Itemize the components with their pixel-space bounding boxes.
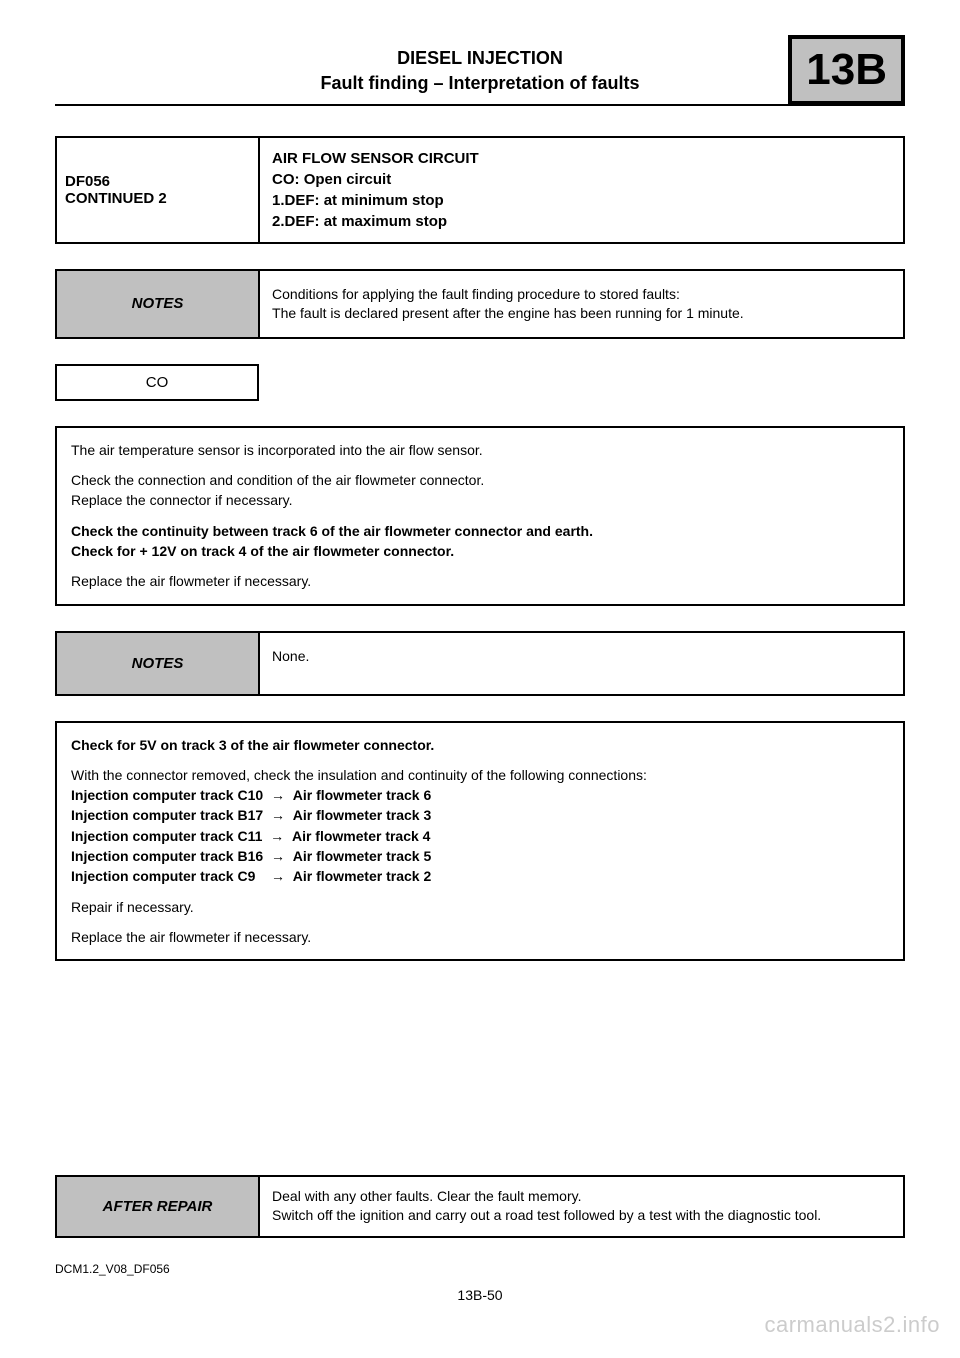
after-repair-text: Deal with any other faults. Clear the fa… — [260, 1177, 903, 1236]
conn2-right: Air flowmeter track 3 — [293, 807, 432, 823]
fault-block: DF056 CONTINUED 2 AIR FLOW SENSOR CIRCUI… — [55, 136, 905, 244]
proc2-p1-text: Check for 5V on track 3 of the air flowm… — [71, 737, 434, 753]
conn2-arrow: → — [267, 807, 293, 823]
conn4-right: Air flowmeter track 5 — [293, 848, 432, 864]
conn2-left: Injection computer track B17 — [71, 807, 263, 823]
conn3-left: Injection computer track C11 — [71, 828, 262, 844]
notes-text-1: Conditions for applying the fault findin… — [260, 271, 903, 337]
notes-block-2: NOTES None. — [55, 631, 905, 696]
header-title: DIESEL INJECTION — [55, 40, 905, 69]
notes-label-1: NOTES — [57, 271, 260, 337]
header-subtitle: Fault finding – Interpretation of faults — [55, 73, 905, 94]
proc2-p4: Replace the air flowmeter if necessary. — [71, 927, 889, 947]
conn4-arrow: → — [267, 848, 293, 864]
notes-label-2: NOTES — [57, 633, 260, 694]
fault-description: AIR FLOW SENSOR CIRCUIT CO: Open circuit… — [260, 138, 903, 242]
proc1-p2: Check the connection and condition of th… — [71, 470, 889, 511]
proc1-p4: Replace the air flowmeter if necessary. — [71, 571, 889, 591]
procedure-block-1: The air temperature sensor is incorporat… — [55, 426, 905, 606]
after-repair-block: AFTER REPAIR Deal with any other faults.… — [55, 1175, 905, 1238]
def-row: CO — [55, 364, 905, 401]
conn1-left: Injection computer track C10 — [71, 787, 263, 803]
page-header: 13B DIESEL INJECTION Fault finding – Int… — [55, 40, 905, 106]
conn5-left: Injection computer track C9 — [71, 868, 255, 884]
proc1-p3: Check the continuity between track 6 of … — [71, 521, 889, 562]
fault-code-line2: CONTINUED 2 — [65, 190, 250, 207]
proc2-connections: With the connector removed, check the in… — [71, 765, 889, 887]
notes-block-1: NOTES Conditions for applying the fault … — [55, 269, 905, 339]
after-repair-label: AFTER REPAIR — [57, 1177, 260, 1236]
fault-code-line1: DF056 — [65, 173, 250, 190]
proc1-p3-text: Check the continuity between track 6 of … — [71, 523, 593, 559]
conn3-right: Air flowmeter track 4 — [292, 828, 431, 844]
section-badge: 13B — [788, 35, 905, 105]
def-code: CO — [55, 364, 259, 401]
proc2-p1: Check for 5V on track 3 of the air flowm… — [71, 735, 889, 755]
conn1-arrow: → — [267, 787, 293, 803]
proc2-intro: With the connector removed, check the in… — [71, 767, 647, 783]
conn4-left: Injection computer track B16 — [71, 848, 263, 864]
conn1-right: Air flowmeter track 6 — [293, 787, 432, 803]
conn5-right: Air flowmeter track 2 — [293, 868, 432, 884]
conn5-arrow: → — [259, 868, 292, 884]
proc2-p3: Repair if necessary. — [71, 897, 889, 917]
def-right-spacer — [259, 364, 905, 401]
fault-code: DF056 CONTINUED 2 — [57, 138, 260, 242]
conn3-arrow: → — [266, 828, 292, 844]
watermark: carmanuals2.info — [764, 1312, 940, 1338]
footer-page: 13B-50 — [0, 1287, 960, 1303]
notes-text-2: None. — [260, 633, 903, 694]
procedure-block-2: Check for 5V on track 3 of the air flowm… — [55, 721, 905, 962]
proc1-p1: The air temperature sensor is incorporat… — [71, 440, 889, 460]
header-divider — [55, 104, 905, 106]
footer-code: DCM1.2_V08_DF056 — [55, 1262, 170, 1276]
